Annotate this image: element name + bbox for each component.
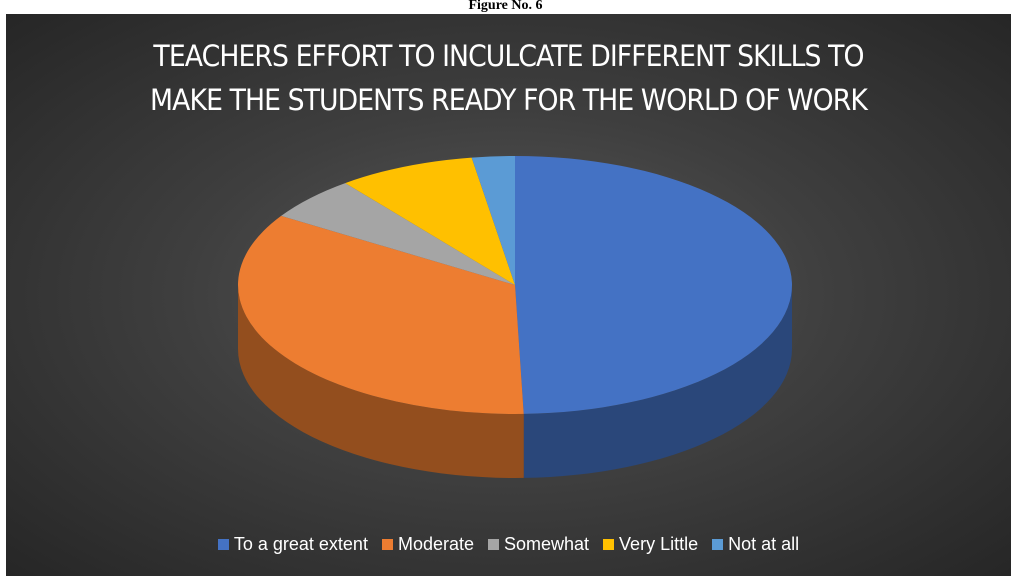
pie-slice-1 — [237, 215, 524, 414]
legend-label: To a great extent — [233, 534, 368, 554]
legend-item: Not at all — [712, 534, 799, 555]
chart-title-line-1: TEACHERS EFFORT TO INCULCATE DIFFERENT S… — [153, 39, 864, 73]
legend-swatch — [603, 539, 615, 550]
legend-label: Not at all — [728, 534, 800, 554]
chart-title-line-2: MAKE THE STUDENTS READY FOR THE WORLD OF… — [150, 83, 868, 117]
legend-label: Moderate — [397, 534, 474, 554]
pie-wall-0 — [523, 285, 792, 478]
pie-chart — [237, 156, 792, 478]
chart-area: TEACHERS EFFORT TO INCULCATE DIFFERENT S… — [6, 14, 1011, 576]
legend-swatch — [488, 539, 499, 550]
legend-item: To a great extent — [217, 534, 368, 555]
legend-swatch — [217, 539, 229, 550]
pie-slice-2 — [281, 183, 515, 285]
legend-item: Moderate — [381, 534, 474, 555]
legend-item: Very Little — [603, 534, 698, 555]
legend: To a great extent Moderate Somewhat Very… — [6, 534, 1011, 555]
pie-top — [237, 156, 792, 414]
legend-swatch — [712, 539, 724, 550]
figure-caption: Figure No. 6 — [468, 0, 543, 13]
legend-label: Very Little — [619, 534, 699, 554]
legend-swatch — [381, 539, 393, 550]
legend-item: Somewhat — [488, 534, 589, 555]
chart-title: TEACHERS EFFORT TO INCULCATE DIFFERENT S… — [46, 34, 971, 122]
pie-slice-3 — [345, 157, 515, 285]
pie-slice-0 — [515, 156, 792, 414]
pie-wall-1 — [238, 285, 524, 478]
pie-slice-4 — [471, 156, 515, 285]
legend-label: Somewhat — [504, 534, 590, 554]
